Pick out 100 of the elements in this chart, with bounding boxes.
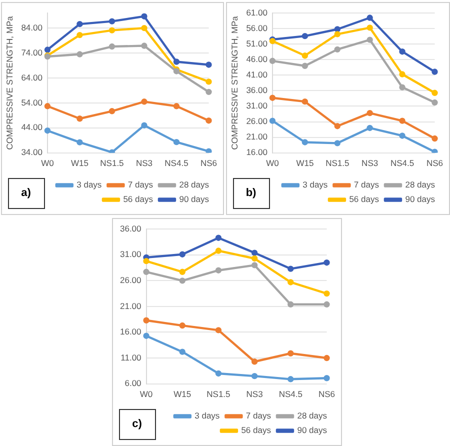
point xyxy=(206,88,212,96)
point xyxy=(206,148,212,153)
point xyxy=(399,48,406,55)
legend-label: 7 days xyxy=(246,410,271,421)
point xyxy=(179,322,186,329)
point xyxy=(76,32,83,38)
point xyxy=(215,327,222,334)
point xyxy=(366,36,373,43)
point xyxy=(215,248,222,254)
y-axis-title: COMPRESSIVE STRENGTH, MPa xyxy=(4,16,14,150)
x-tick-label: NS1.5 xyxy=(206,389,231,400)
point xyxy=(173,58,180,65)
point xyxy=(108,27,116,34)
point xyxy=(324,290,330,297)
point xyxy=(399,84,406,90)
x-tick-label: W0 xyxy=(140,389,153,400)
y-tick-label: 36.00 xyxy=(120,223,142,234)
x-tick-label: NS1.5 xyxy=(326,158,350,168)
point xyxy=(108,18,116,24)
point xyxy=(251,358,258,365)
x-tick-label: W15 xyxy=(296,158,314,168)
point xyxy=(288,266,294,272)
y-tick-label: 16.00 xyxy=(120,326,142,337)
point xyxy=(302,32,308,40)
x-tick-label: NS4.5 xyxy=(390,158,414,168)
x-tick-label: NS3 xyxy=(362,158,378,168)
x-tick-label: NS6 xyxy=(426,158,444,168)
x-tick-label: NS3 xyxy=(246,389,264,400)
point xyxy=(141,122,148,128)
point xyxy=(141,24,148,32)
point xyxy=(366,14,373,21)
legend-label: 90 days xyxy=(297,425,328,436)
point xyxy=(324,301,330,308)
point xyxy=(206,78,212,85)
point xyxy=(399,118,406,124)
y-tick-label: 31.00 xyxy=(246,100,268,111)
point xyxy=(324,375,330,382)
point xyxy=(179,268,186,275)
point xyxy=(143,258,150,264)
point xyxy=(141,42,148,49)
x-tick-label: NS3 xyxy=(136,158,153,168)
legend-label: 3 days xyxy=(76,180,102,190)
point xyxy=(334,140,340,146)
point xyxy=(366,110,373,116)
point xyxy=(432,135,438,142)
legend-label: 56 days xyxy=(349,194,379,204)
point xyxy=(173,138,180,146)
point xyxy=(108,108,116,114)
point xyxy=(143,268,150,275)
point xyxy=(334,31,340,38)
y-tick-label: 84.00 xyxy=(21,22,43,32)
y-tick-label: 31.00 xyxy=(120,249,142,260)
point xyxy=(179,251,186,258)
y-tick-label: 34.00 xyxy=(21,147,43,158)
point xyxy=(76,51,83,58)
point xyxy=(269,94,276,101)
x-tick-label: W15 xyxy=(174,389,192,400)
legend-label: 28 days xyxy=(179,180,210,190)
point xyxy=(432,68,438,75)
point xyxy=(141,98,148,105)
point xyxy=(206,62,212,68)
text: b) xyxy=(246,187,257,200)
point xyxy=(366,24,373,31)
point xyxy=(302,62,308,69)
x-tick-label: NS4.5 xyxy=(164,158,189,168)
point xyxy=(44,128,51,134)
legend-label: 7 days xyxy=(354,180,379,190)
point xyxy=(269,118,276,124)
legend-label: 90 days xyxy=(405,194,436,204)
point xyxy=(108,43,116,50)
legend-label: 28 days xyxy=(405,180,436,190)
point xyxy=(302,139,308,146)
legend-label: 28 days xyxy=(297,410,328,421)
x-tick-label: W0 xyxy=(41,158,54,168)
point xyxy=(399,71,406,78)
x-tick-label: NS4.5 xyxy=(278,389,303,400)
y-tick-label: 74.00 xyxy=(21,47,43,58)
text: c) xyxy=(132,418,142,430)
legend-label: 56 days xyxy=(241,425,271,436)
y-tick-label: 41.00 xyxy=(246,70,268,80)
point xyxy=(179,278,186,284)
point xyxy=(288,301,294,308)
x-tick-label: W15 xyxy=(70,158,89,168)
y-tick-label: 46.00 xyxy=(246,54,268,64)
point xyxy=(143,317,150,324)
x-tick-label: NS6 xyxy=(200,158,218,168)
point xyxy=(302,52,308,59)
y-tick-label: 6.00 xyxy=(124,378,142,388)
x-tick-label: NS1.5 xyxy=(100,158,124,168)
point xyxy=(334,26,340,32)
legend-label: 3 days xyxy=(194,410,220,421)
point xyxy=(206,118,212,124)
y-tick-label: 64.00 xyxy=(21,72,43,82)
point xyxy=(179,348,186,355)
y-tick-label: 44.00 xyxy=(21,122,43,132)
point xyxy=(215,370,222,377)
point xyxy=(324,260,330,266)
point xyxy=(251,262,258,268)
legend-label: 3 days xyxy=(302,180,328,190)
point xyxy=(288,376,294,382)
